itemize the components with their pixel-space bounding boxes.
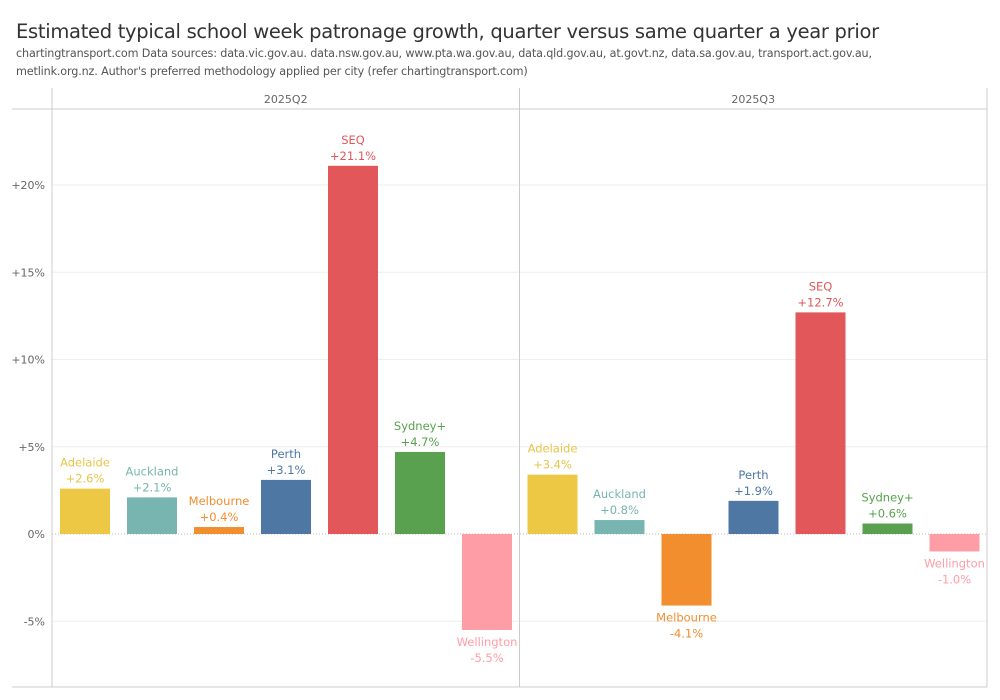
bar-label-value: +21.1%	[330, 149, 376, 163]
bar-label-value: -1.0%	[938, 572, 971, 586]
bar-label-name: Sydney+	[861, 491, 913, 505]
bar-label-value: +3.4%	[533, 458, 572, 472]
bar-label-name: Perth	[271, 447, 301, 461]
bar-label-value: +3.1%	[267, 463, 306, 477]
bar-label-name: Auckland	[126, 464, 179, 478]
bar-label-name: Melbourne	[189, 494, 250, 508]
bar-label-value: +2.6%	[66, 472, 105, 486]
y-tick-label: -5%	[24, 615, 45, 628]
bar-label-value: -4.1%	[670, 627, 703, 641]
bar-adelaide	[527, 474, 578, 534]
chart-title: Estimated typical school week patronage …	[16, 20, 879, 43]
bar-label-value: +0.6%	[868, 507, 907, 521]
bar-seq	[328, 165, 378, 534]
bar-wellington	[929, 534, 980, 552]
panel-2025q2: 2025Q2 Adelaide +2.6% Auckland +2.1% Melbourn…	[60, 93, 517, 665]
bar-perth	[261, 479, 311, 534]
bar-perth	[728, 500, 779, 534]
bar-label-value: -5.5%	[470, 651, 503, 665]
bar-label-value: +0.4%	[200, 510, 239, 524]
panel-2025q3: 2025Q3 Adelaide +3.4% Auckland +0.8% Melbourn…	[527, 93, 985, 641]
bar-label-value: +2.1%	[133, 480, 172, 494]
chart-subtitle-line-1: chartingtransport.com Data sources: data…	[16, 47, 872, 60]
bar-label-name: SEQ	[809, 279, 833, 293]
bar-seq	[795, 312, 846, 534]
bar-label-value: +1.9%	[734, 484, 773, 498]
bar-label-name: Adelaide	[528, 442, 578, 456]
y-tick-label: +20%	[11, 179, 45, 192]
bar-label-name: Adelaide	[60, 456, 110, 470]
bar-label-name: Sydney+	[394, 419, 446, 433]
panel-header: 2025Q3	[731, 93, 775, 106]
bar-label-name: Melbourne	[656, 611, 717, 625]
panels: 2025Q2 Adelaide +2.6% Auckland +2.1% Melbourn…	[60, 93, 985, 665]
bar-sydney-plus	[395, 451, 445, 534]
bar-label-value: +12.7%	[797, 295, 843, 309]
bar-label-name: Auckland	[593, 487, 646, 501]
chart-frame	[12, 88, 988, 688]
bar-label-name: Perth	[738, 468, 768, 482]
bar-label-value: +0.8%	[600, 503, 639, 517]
bar-sydney-plus	[862, 523, 913, 534]
bar-melbourne	[194, 527, 244, 534]
bar-label-name: Wellington	[924, 556, 985, 570]
bar-auckland	[127, 497, 177, 534]
chart-subtitle-line-2: metlink.org.nz. Author's preferred metho…	[16, 65, 528, 78]
y-tick-label: +15%	[11, 266, 45, 279]
bar-label-name: Wellington	[457, 635, 518, 649]
y-tick-label: +10%	[11, 354, 45, 367]
y-axis: -5% 0% +5% +10% +15% +20%	[11, 179, 45, 628]
bar-label-value: +4.7%	[401, 435, 440, 449]
bar-melbourne	[661, 534, 712, 606]
y-tick-label: 0%	[28, 528, 45, 541]
bar-auckland	[594, 520, 645, 534]
panel-header: 2025Q2	[264, 93, 308, 106]
bar-label-name: SEQ	[341, 133, 365, 147]
bar-adelaide	[60, 488, 110, 534]
bar-wellington	[462, 534, 512, 630]
y-tick-label: +5%	[18, 441, 45, 454]
